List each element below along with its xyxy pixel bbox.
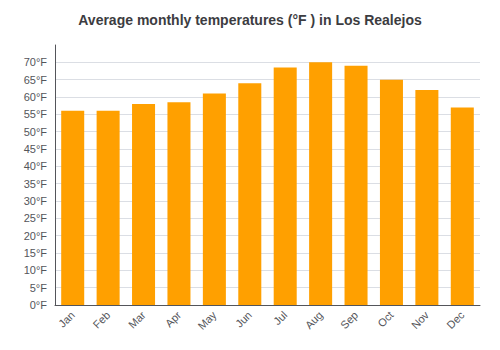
svg-text:45°F: 45°F	[24, 143, 48, 155]
svg-text:15°F: 15°F	[24, 247, 48, 259]
svg-text:Aug: Aug	[303, 309, 325, 331]
svg-text:Oct: Oct	[375, 309, 396, 330]
svg-text:60°F: 60°F	[24, 91, 48, 103]
svg-text:Jun: Jun	[233, 309, 254, 330]
svg-text:50°F: 50°F	[24, 126, 48, 138]
svg-text:40°F: 40°F	[24, 160, 48, 172]
svg-text:Apr: Apr	[163, 309, 184, 330]
svg-text:25°F: 25°F	[24, 212, 48, 224]
svg-text:Sep: Sep	[338, 309, 360, 331]
svg-text:May: May	[195, 308, 219, 332]
svg-text:20°F: 20°F	[24, 230, 48, 242]
svg-text:Jul: Jul	[271, 309, 289, 327]
svg-text:30°F: 30°F	[24, 195, 48, 207]
svg-text:Jan: Jan	[56, 309, 77, 330]
svg-text:0°F: 0°F	[30, 299, 48, 311]
svg-text:10°F: 10°F	[24, 264, 48, 276]
svg-text:35°F: 35°F	[24, 178, 48, 190]
svg-text:Average monthly temperatures (: Average monthly temperatures (°F ) in Lo…	[78, 12, 422, 28]
svg-text:5°F: 5°F	[30, 282, 48, 294]
svg-text:Dec: Dec	[444, 308, 467, 331]
svg-text:Feb: Feb	[90, 309, 112, 331]
svg-text:70°F: 70°F	[24, 56, 48, 68]
svg-text:Nov: Nov	[409, 308, 432, 331]
svg-text:55°F: 55°F	[24, 108, 48, 120]
svg-text:Mar: Mar	[126, 309, 148, 331]
svg-text:65°F: 65°F	[24, 74, 48, 86]
